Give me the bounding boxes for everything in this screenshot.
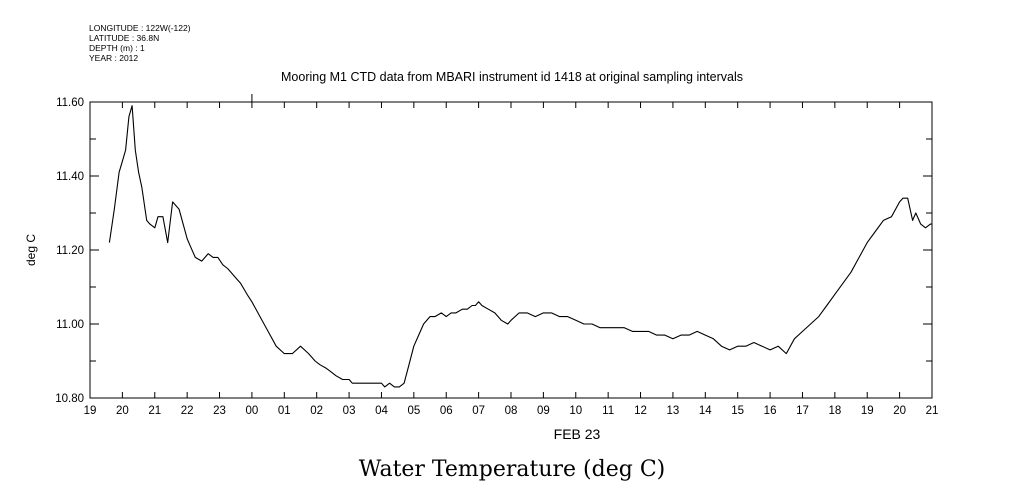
x-tick-label: 07 (472, 405, 485, 417)
figure-caption: Water Temperature (deg C) (359, 457, 666, 482)
x-tick-label: 10 (569, 405, 582, 417)
x-axis: 19 20 21 22 23 00 01 02 03 04 05 06 07 08 09 10 11 12 13 14… (84, 94, 939, 417)
x-tick-label: 18 (828, 405, 841, 417)
series-line-water-temperature (108, 105, 932, 388)
x-tick-label: 08 (505, 405, 518, 417)
y-axis: 10.80 11.00 11.20 11.40 11.60 (55, 97, 932, 405)
chart-title: Mooring M1 CTD data from MBARI instrumen… (281, 70, 743, 84)
x-tick-label: 19 (84, 405, 97, 417)
x-tick-label: 03 (343, 405, 356, 417)
y-tick-label: 10.80 (55, 393, 84, 405)
y-tick-label: 11.40 (56, 171, 84, 183)
x-tick-label: 12 (634, 405, 647, 417)
depth-label: DEPTH (m) : 1 (89, 43, 145, 53)
x-tick-label: 05 (407, 405, 420, 417)
y-axis-label: deg C (24, 234, 38, 266)
x-tick-label: 23 (213, 405, 226, 417)
x-tick-label: 00 (246, 405, 259, 417)
x-tick-label: 14 (699, 405, 712, 417)
year-label: YEAR : 2012 (89, 53, 138, 63)
y-tick-label: 11.20 (56, 245, 84, 257)
y-tick-label: 11.60 (56, 97, 84, 109)
latitude-label: LATITUDE : 36.8N (89, 33, 159, 43)
x-tick-label: 15 (731, 405, 744, 417)
x-tick-label: 21 (926, 405, 939, 417)
x-tick-label: 20 (116, 405, 129, 417)
x-tick-label: 20 (893, 405, 906, 417)
x-tick-label: 21 (148, 405, 161, 417)
x-tick-label: 11 (602, 405, 614, 417)
x-tick-label: 01 (278, 405, 291, 417)
x-tick-label: 17 (796, 405, 809, 417)
x-tick-label: 02 (310, 405, 323, 417)
plot-frame (89, 101, 933, 399)
x-tick-label: 19 (861, 405, 874, 417)
x-tick-label: 16 (764, 405, 777, 417)
x-axis-label: FEB 23 (554, 426, 601, 442)
x-tick-label: 04 (375, 405, 388, 417)
longitude-label: LONGITUDE : 122W(-122) (89, 23, 191, 33)
x-tick-label: 13 (667, 405, 680, 417)
y-tick-label: 11.00 (56, 319, 84, 331)
x-tick-label: 22 (181, 405, 194, 417)
x-tick-label: 09 (537, 405, 550, 417)
x-tick-label: 06 (440, 405, 453, 417)
